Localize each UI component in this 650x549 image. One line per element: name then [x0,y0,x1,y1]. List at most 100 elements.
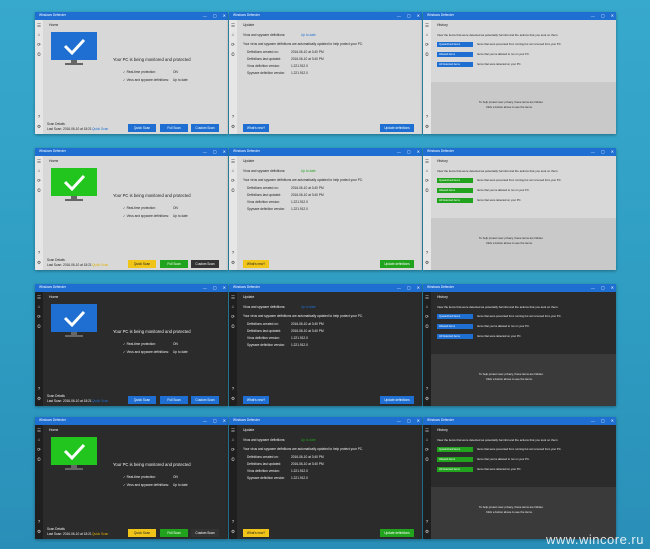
settings-icon[interactable]: ⚙ [424,529,430,534]
minimize-button[interactable]: — [590,149,595,154]
full-scan-button[interactable]: Full Scan [160,396,188,404]
update-definitions-button[interactable]: Update definitions [380,260,414,268]
help-icon[interactable]: ? [425,519,429,524]
history-icon[interactable]: ⏲ [425,324,429,329]
update-icon[interactable]: ⟳ [425,447,429,452]
settings-icon[interactable]: ⚙ [36,124,42,129]
home-icon[interactable]: ⌂ [425,168,429,173]
close-button[interactable]: ✕ [416,13,420,18]
minimize-button[interactable]: — [396,13,401,18]
menu-icon[interactable]: ☰ [230,295,236,300]
quick-scan-button[interactable]: Quick Scan [128,260,156,268]
whats-new-button[interactable]: What's new? [243,260,269,268]
maximize-button[interactable]: ▢ [600,149,605,154]
help-icon[interactable]: ? [231,386,235,391]
maximize-button[interactable]: ▢ [406,285,411,290]
settings-icon[interactable]: ⚙ [424,124,430,129]
update-icon[interactable]: ⟳ [37,178,41,183]
settings-icon[interactable]: ⚙ [230,529,236,534]
history-icon[interactable]: ⏲ [231,52,235,57]
minimize-button[interactable]: — [590,418,595,423]
minimize-button[interactable]: — [396,149,401,154]
settings-icon[interactable]: ⚙ [230,124,236,129]
quick-scan-link[interactable]: Quick Scan [92,263,109,267]
home-icon[interactable]: ⌂ [425,32,429,37]
help-icon[interactable]: ? [231,250,235,255]
custom-scan-button[interactable]: Custom Scan [191,124,219,132]
settings-icon[interactable]: ⚙ [424,396,430,401]
home-icon[interactable]: ⌂ [231,304,235,309]
settings-icon[interactable]: ⚙ [424,260,430,265]
home-icon[interactable]: ⌂ [37,304,41,309]
settings-icon[interactable]: ⚙ [36,396,42,401]
update-icon[interactable]: ⟳ [231,178,235,183]
history-filter-button[interactable]: Allowed items [437,324,473,329]
close-button[interactable]: ✕ [416,285,420,290]
maximize-button[interactable]: ▢ [212,285,217,290]
minimize-button[interactable]: — [590,13,595,18]
custom-scan-button[interactable]: Custom Scan [191,260,219,268]
close-button[interactable]: ✕ [610,13,614,18]
home-icon[interactable]: ⌂ [231,32,235,37]
home-icon[interactable]: ⌂ [425,304,429,309]
history-filter-button[interactable]: All Detected items [437,467,473,472]
quick-scan-button[interactable]: Quick Scan [128,396,156,404]
close-button[interactable]: ✕ [222,149,226,154]
maximize-button[interactable]: ▢ [212,149,217,154]
maximize-button[interactable]: ▢ [600,285,605,290]
maximize-button[interactable]: ▢ [212,13,217,18]
update-icon[interactable]: ⟳ [37,42,41,47]
update-icon[interactable]: ⟳ [231,314,235,319]
settings-icon[interactable]: ⚙ [36,529,42,534]
history-icon[interactable]: ⏲ [425,52,429,57]
minimize-button[interactable]: — [396,285,401,290]
maximize-button[interactable]: ▢ [600,13,605,18]
whats-new-button[interactable]: What's new? [243,396,269,404]
close-button[interactable]: ✕ [222,13,226,18]
settings-icon[interactable]: ⚙ [230,260,236,265]
help-icon[interactable]: ? [37,519,41,524]
menu-icon[interactable]: ☰ [424,428,430,433]
history-icon[interactable]: ⏲ [231,324,235,329]
minimize-button[interactable]: — [396,418,401,423]
maximize-button[interactable]: ▢ [406,13,411,18]
close-button[interactable]: ✕ [610,149,614,154]
history-filter-button[interactable]: Allowed items [437,188,473,193]
history-icon[interactable]: ⏲ [425,457,429,462]
history-filter-button[interactable]: All Detected items [437,198,473,203]
quick-scan-link[interactable]: Quick Scan [92,399,109,403]
update-definitions-button[interactable]: Update definitions [380,396,414,404]
home-icon[interactable]: ⌂ [425,437,429,442]
home-icon[interactable]: ⌂ [37,437,41,442]
help-icon[interactable]: ? [425,250,429,255]
maximize-button[interactable]: ▢ [406,418,411,423]
history-filter-button[interactable]: Quarantined items [437,314,473,319]
home-icon[interactable]: ⌂ [37,32,41,37]
update-icon[interactable]: ⟳ [425,178,429,183]
close-button[interactable]: ✕ [222,418,226,423]
home-icon[interactable]: ⌂ [231,168,235,173]
update-icon[interactable]: ⟳ [37,447,41,452]
minimize-button[interactable]: — [202,13,207,18]
history-filter-button[interactable]: Quarantined items [437,42,473,47]
help-icon[interactable]: ? [425,386,429,391]
update-icon[interactable]: ⟳ [425,42,429,47]
history-filter-button[interactable]: Allowed items [437,52,473,57]
menu-icon[interactable]: ☰ [230,428,236,433]
history-icon[interactable]: ⏲ [425,188,429,193]
menu-icon[interactable]: ☰ [36,159,42,164]
minimize-button[interactable]: — [202,418,207,423]
history-icon[interactable]: ⏲ [37,457,41,462]
close-button[interactable]: ✕ [610,418,614,423]
menu-icon[interactable]: ☰ [36,295,42,300]
close-button[interactable]: ✕ [610,285,614,290]
history-filter-button[interactable]: All Detected items [437,334,473,339]
menu-icon[interactable]: ☰ [424,23,430,28]
custom-scan-button[interactable]: Custom Scan [191,529,219,537]
close-button[interactable]: ✕ [222,285,226,290]
history-icon[interactable]: ⏲ [37,188,41,193]
help-icon[interactable]: ? [37,114,41,119]
home-icon[interactable]: ⌂ [37,168,41,173]
menu-icon[interactable]: ☰ [36,23,42,28]
minimize-button[interactable]: — [202,149,207,154]
